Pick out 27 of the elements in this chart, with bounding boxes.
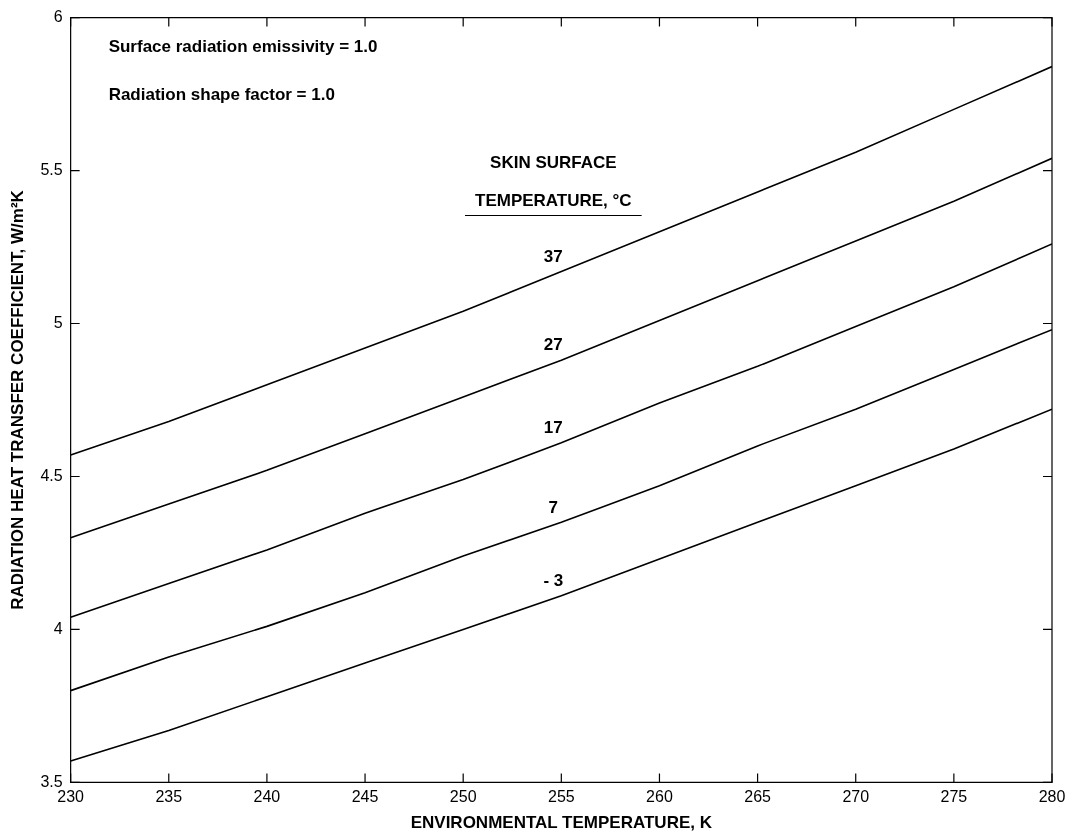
series-label: 17 bbox=[543, 418, 563, 438]
y-axis-title: RADIATION HEAT TRANSFER COEFFICIENT, W/m²K bbox=[7, 189, 27, 610]
series-label: 27 bbox=[543, 335, 563, 355]
y-tick-label: 6 bbox=[53, 8, 63, 26]
y-tick-label: 5.5 bbox=[40, 160, 63, 178]
x-tick-label: 240 bbox=[253, 788, 281, 806]
y-tick-label: 5 bbox=[53, 313, 63, 331]
x-tick-label: 280 bbox=[1038, 788, 1066, 806]
x-tick-label: 260 bbox=[646, 788, 673, 806]
annotation: Surface radiation emissivity = 1.0 bbox=[108, 37, 378, 57]
x-tick-label: 250 bbox=[449, 788, 477, 806]
x-tick-label: 270 bbox=[842, 788, 870, 806]
series-label: - 3 bbox=[543, 570, 564, 590]
series-label: 7 bbox=[548, 497, 559, 517]
x-tick-label: 265 bbox=[744, 788, 772, 806]
legend-title: SKIN SURFACE TEMPERATURE, °C bbox=[474, 152, 632, 210]
x-tick-label: 245 bbox=[351, 788, 379, 806]
series-label: 37 bbox=[543, 246, 563, 266]
x-tick-label: 235 bbox=[155, 788, 183, 806]
x-tick-label: 230 bbox=[57, 788, 85, 806]
y-tick-label: 3.5 bbox=[40, 772, 63, 790]
annotation: Radiation shape factor = 1.0 bbox=[108, 85, 335, 105]
x-tick-label: 255 bbox=[547, 788, 575, 806]
y-tick-label: 4.5 bbox=[40, 466, 63, 484]
x-tick-label: 275 bbox=[940, 788, 968, 806]
x-axis-title: ENVIRONMENTAL TEMPERATURE, K bbox=[410, 813, 713, 833]
y-tick-label: 4 bbox=[53, 619, 63, 637]
